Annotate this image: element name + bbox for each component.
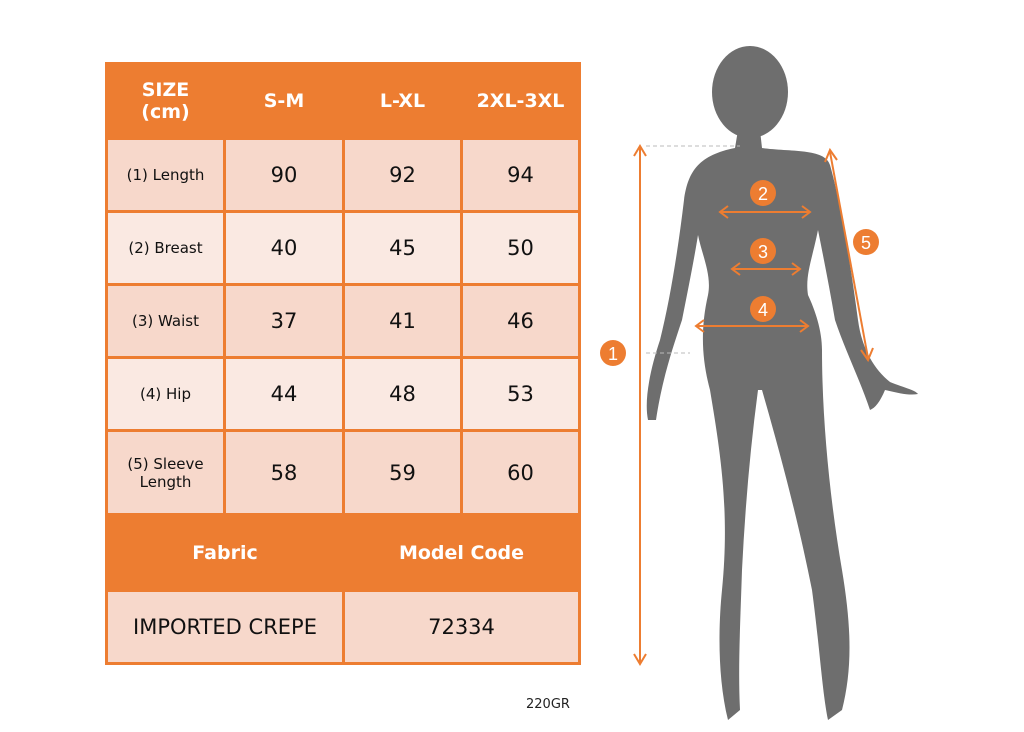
marker-3: 3 <box>750 238 776 264</box>
table-row: (2) Breast 40 45 50 <box>105 210 581 286</box>
row-label: (1) Length <box>105 137 226 213</box>
fabric-header-row: Fabric Model Code <box>105 513 581 592</box>
size-header: SIZE (cm) <box>105 62 226 140</box>
svg-text:1: 1 <box>608 344 618 364</box>
cell: 60 <box>460 429 581 516</box>
cell: 37 <box>223 283 345 359</box>
size-chart-table: SIZE (cm) S-M L-XL 2XL-3XL (1) Length 90 … <box>105 62 581 665</box>
cell: 59 <box>342 429 463 516</box>
row-label: (5) Sleeve Length <box>105 429 226 516</box>
measurement-lines <box>633 144 874 666</box>
fabric-value-row: IMPORTED CREPE 72334 <box>105 589 581 665</box>
table-row: (1) Length 90 92 94 <box>105 137 581 213</box>
cell: 53 <box>460 356 581 432</box>
model-code-header: Model Code <box>342 513 581 592</box>
table-row: (3) Waist 37 41 46 <box>105 283 581 359</box>
cell: 50 <box>460 210 581 286</box>
model-code-value: 72334 <box>342 589 581 665</box>
table-row: (4) Hip 44 48 53 <box>105 356 581 432</box>
header-row: SIZE (cm) S-M L-XL 2XL-3XL <box>105 62 581 140</box>
size-sm-header: S-M <box>223 62 345 140</box>
svg-text:2: 2 <box>758 184 768 204</box>
cell: 44 <box>223 356 345 432</box>
size-2xl3xl-header: 2XL-3XL <box>460 62 581 140</box>
svg-text:3: 3 <box>758 242 768 262</box>
marker-2: 2 <box>750 180 776 206</box>
fabric-header: Fabric <box>105 513 345 592</box>
row-label: (3) Waist <box>105 283 226 359</box>
svg-text:4: 4 <box>758 300 768 320</box>
cell: 45 <box>342 210 463 286</box>
cell: 48 <box>342 356 463 432</box>
row-label: (2) Breast <box>105 210 226 286</box>
marker-1: 1 <box>600 340 626 366</box>
table-row: (5) Sleeve Length 58 59 60 <box>105 429 581 516</box>
svg-text:5: 5 <box>861 233 871 253</box>
row-label: (4) Hip <box>105 356 226 432</box>
cell: 46 <box>460 283 581 359</box>
fabric-value: IMPORTED CREPE <box>105 589 345 665</box>
body-silhouette-illustration: 1 2 3 4 5 <box>600 46 918 720</box>
marker-5: 5 <box>853 229 879 255</box>
marker-4: 4 <box>750 296 776 322</box>
cell: 90 <box>223 137 345 213</box>
cell: 58 <box>223 429 345 516</box>
cell: 41 <box>342 283 463 359</box>
size-lxl-header: L-XL <box>342 62 463 140</box>
cell: 94 <box>460 137 581 213</box>
cell: 92 <box>342 137 463 213</box>
cell: 40 <box>223 210 345 286</box>
fabric-weight: 220GR <box>526 697 570 712</box>
silhouette <box>646 46 918 720</box>
